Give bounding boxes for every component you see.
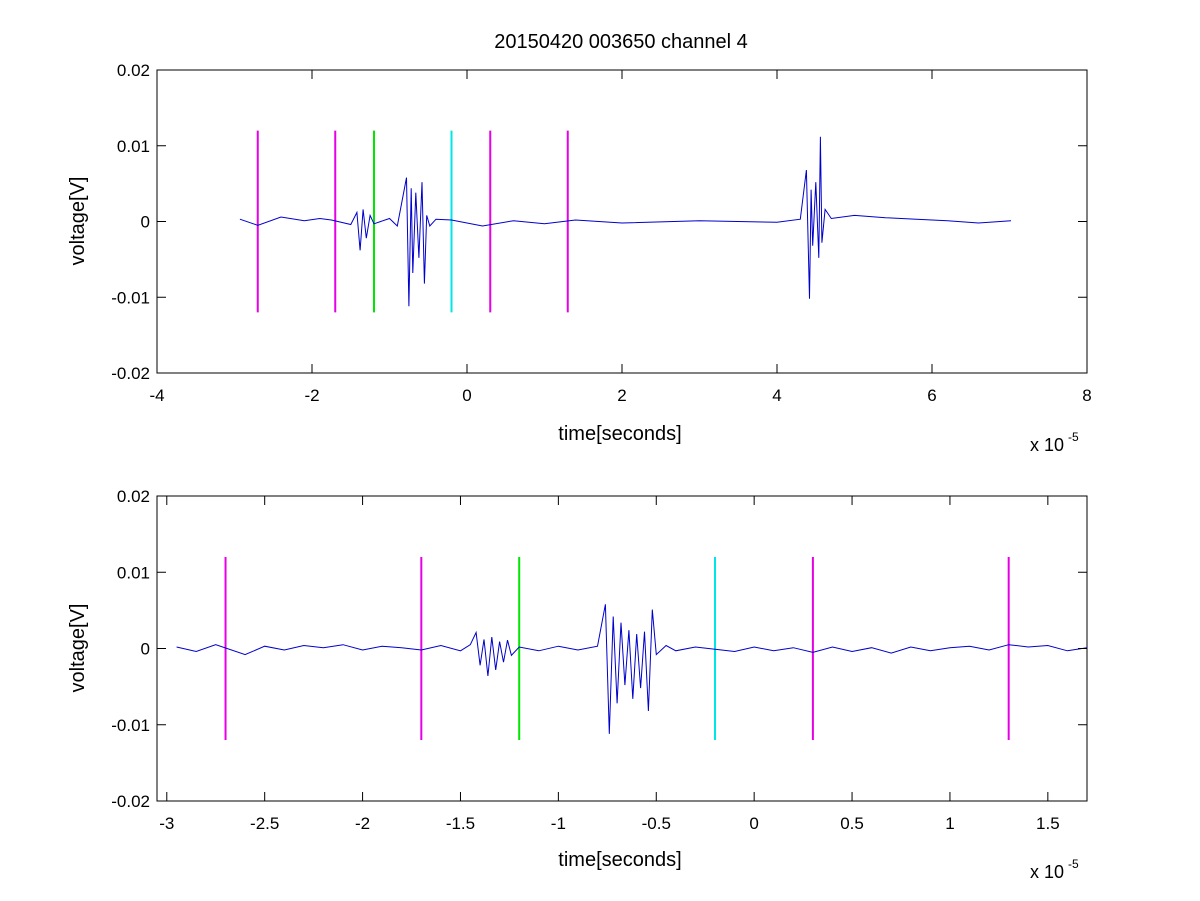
top-plot-x-tick-label: 8 [1082,386,1091,405]
bottom-plot-x-multiplier: x 10 [1030,862,1064,882]
top-plot-x-ticks: -4 -2 0 2 4 6 8 [149,70,1092,405]
top-plot-signal [239,136,1012,307]
top-plot-signal-line-0 [239,136,1012,307]
bottom-plot-y-tick-label: 0 [141,640,150,659]
bottom-plot-x-tick-label: 1.5 [1036,814,1060,833]
bottom-plot-x-tick-label: -2 [355,814,370,833]
bottom-plot-y-tick-label: -0.01 [111,716,150,735]
top-plot-x-tick-label: 2 [617,386,626,405]
top-plot-x-tick-label: 4 [772,386,781,405]
bottom-plot-y-tick-label: 0.02 [117,487,150,506]
top-plot-x-tick-label: -4 [149,386,164,405]
chart-title: 20150420 003650 channel 4 [494,31,748,53]
bottom-plot-x-tick-label: -3 [159,814,174,833]
bottom-plot-signal-line-0 [176,604,1088,734]
top-plot-y-tick-label: 0.01 [117,137,150,156]
top-plot-y-axis-label: voltage[V] [67,177,89,266]
top-plot-x-tick-label: -2 [304,386,319,405]
bottom-plot-x-tick-label: -0.5 [642,814,671,833]
top-plot-x-tick-label: 0 [462,386,471,405]
top-plot-y-tick-label: 0.02 [117,61,150,80]
bottom-plot-x-tick-label: 0 [749,814,758,833]
bottom-plot-x-ticks: -3 -2.5 -2 -1.5 -1 -0.5 0 0.5 1 1.5 [159,496,1060,833]
bottom-plot-x-tick-label: -1.5 [446,814,475,833]
top-plot: -4 -2 0 2 4 6 8 0.02 0.01 0 -0.01 -0.02 time[secon… [67,61,1092,455]
top-plot-markers [256,130,569,313]
top-plot-x-exponent: -5 [1068,430,1079,444]
bottom-plot: -3 -2.5 -2 -1.5 -1 -0.5 0 0.5 1 1.5 0.02 0.01 0 -0.0… [67,487,1088,882]
top-plot-x-tick-label: 6 [927,386,936,405]
bottom-plot-y-ticks: 0.02 0.01 0 -0.01 -0.02 [111,487,1087,811]
top-plot-y-tick-label: -0.02 [111,364,150,383]
bottom-plot-y-axis-label: voltage[V] [67,604,89,693]
bottom-plot-x-tick-label: 1 [945,814,954,833]
bottom-plot-y-tick-label: -0.02 [111,792,150,811]
top-plot-y-tick-label: -0.01 [111,288,150,307]
top-plot-y-ticks: 0.02 0.01 0 -0.01 -0.02 [111,61,1087,383]
bottom-plot-markers [224,557,1010,740]
bottom-plot-x-tick-label: -1 [551,814,566,833]
bottom-plot-signal [176,604,1088,734]
bottom-plot-y-tick-label: 0.01 [117,563,150,582]
top-plot-y-tick-label: 0 [141,213,150,232]
top-plot-x-multiplier: x 10 [1030,435,1064,455]
bottom-plot-x-tick-label: 0.5 [840,814,864,833]
bottom-plot-x-exponent: -5 [1068,857,1079,871]
bottom-plot-x-tick-label: -2.5 [250,814,279,833]
top-plot-x-axis-label: time[seconds] [558,423,681,445]
bottom-plot-x-axis-label: time[seconds] [558,849,681,871]
